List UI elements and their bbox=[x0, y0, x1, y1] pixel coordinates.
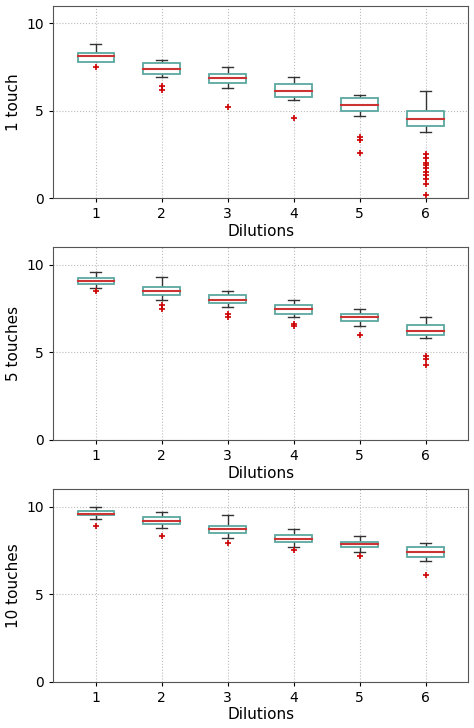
X-axis label: Dilutions: Dilutions bbox=[227, 224, 294, 239]
Bar bbox=[144, 517, 180, 524]
Bar bbox=[275, 534, 312, 542]
Bar bbox=[78, 278, 114, 284]
Bar bbox=[210, 296, 246, 304]
Bar bbox=[275, 305, 312, 314]
Bar bbox=[408, 547, 444, 558]
Bar bbox=[144, 287, 180, 295]
Bar bbox=[144, 63, 180, 74]
Bar bbox=[275, 84, 312, 97]
Y-axis label: 10 touches: 10 touches bbox=[6, 543, 20, 628]
X-axis label: Dilutions: Dilutions bbox=[227, 708, 294, 722]
Y-axis label: 5 touches: 5 touches bbox=[6, 306, 20, 381]
Bar bbox=[210, 526, 246, 533]
Bar bbox=[341, 98, 378, 111]
Y-axis label: 1 touch: 1 touch bbox=[6, 73, 20, 130]
Bar bbox=[341, 314, 378, 321]
Bar bbox=[210, 74, 246, 82]
Bar bbox=[341, 542, 378, 547]
Bar bbox=[408, 111, 444, 127]
Bar bbox=[408, 325, 444, 335]
Bar bbox=[78, 511, 114, 515]
X-axis label: Dilutions: Dilutions bbox=[227, 466, 294, 480]
Bar bbox=[78, 53, 114, 62]
